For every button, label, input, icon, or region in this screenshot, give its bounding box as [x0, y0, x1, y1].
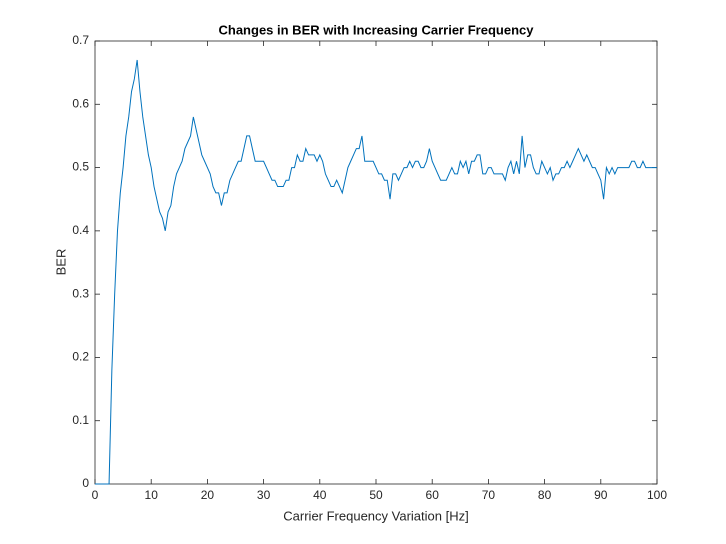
x-tick-label: 40 [313, 488, 327, 502]
y-tick-label: 0.4 [72, 223, 89, 237]
y-tick-label: 0.7 [72, 33, 89, 47]
y-tick-label: 0.5 [72, 160, 89, 174]
x-tick-label: 60 [426, 488, 440, 502]
y-tick-label: 0.3 [72, 286, 89, 300]
data-line [95, 59, 657, 485]
chart-title: Changes in BER with Increasing Carrier F… [219, 22, 535, 37]
x-axis-label: Carrier Frequency Variation [Hz] [283, 508, 468, 523]
y-tick-label: 0.2 [72, 350, 89, 364]
x-tick-label: 90 [594, 488, 608, 502]
x-tick-label: 70 [482, 488, 496, 502]
y-axis-label: BER [53, 249, 68, 276]
x-tick-label: 30 [257, 488, 271, 502]
x-tick-label: 80 [538, 488, 552, 502]
x-tick-label: 0 [92, 488, 99, 502]
x-tick-label: 100 [647, 488, 667, 502]
x-tick-label: 50 [369, 488, 383, 502]
x-tick-label: 10 [145, 488, 159, 502]
x-tick-label: 20 [201, 488, 215, 502]
y-tick-label: 0.1 [72, 413, 89, 427]
y-tick-label: 0.6 [72, 96, 89, 110]
y-tick-label: 0 [82, 476, 89, 490]
plot-area [94, 40, 658, 485]
